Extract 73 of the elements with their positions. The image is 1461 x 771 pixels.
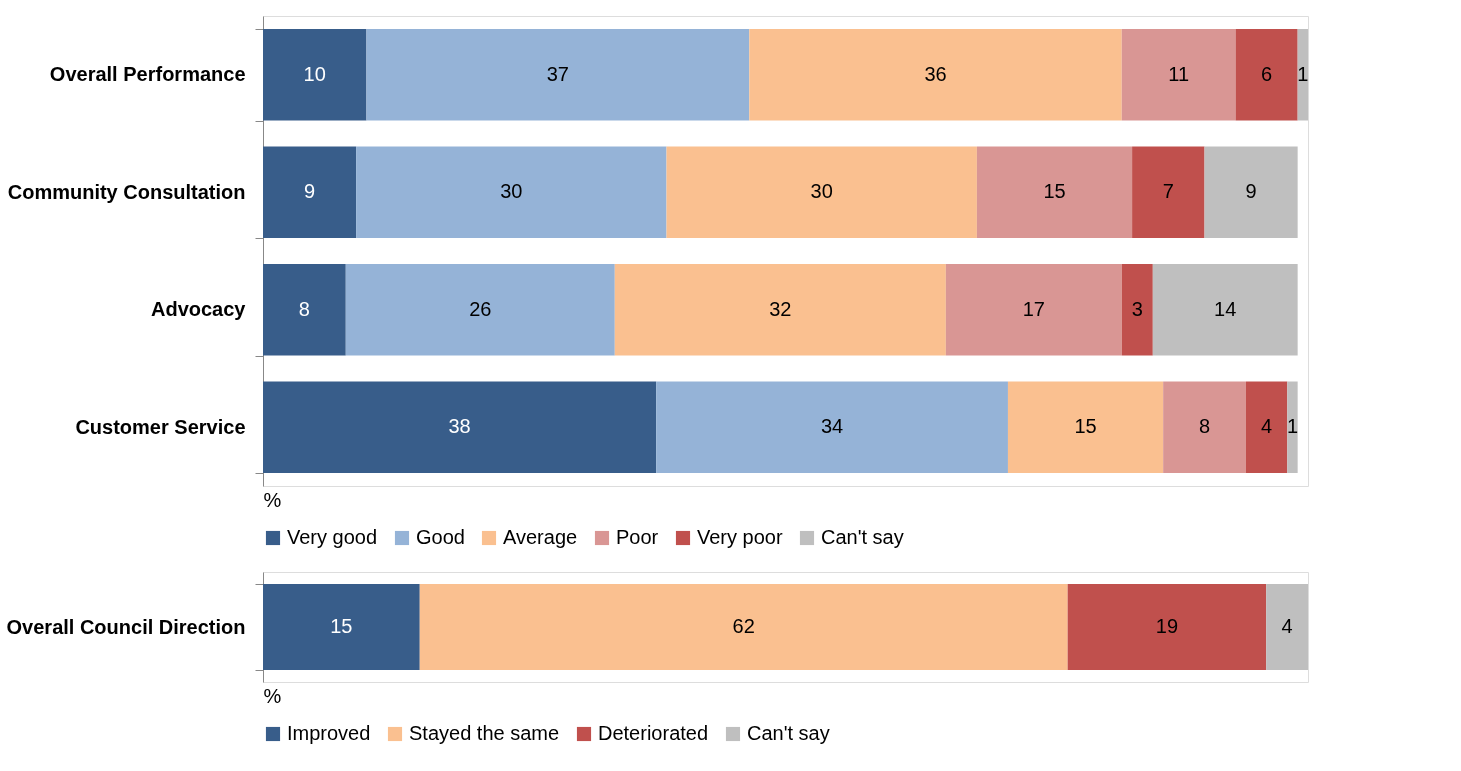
data-label: 30 <box>810 180 833 203</box>
data-label: 19 <box>1155 615 1179 637</box>
data-label: 9 <box>304 180 316 203</box>
bar <box>749 28 1122 121</box>
legend-label: Deteriorated <box>598 722 709 744</box>
data-label: 1 <box>1297 62 1309 85</box>
legend-label: Good <box>416 526 465 548</box>
bar <box>1007 381 1164 474</box>
legend-label: Can't say <box>821 526 904 548</box>
data-label: 10 <box>303 62 326 85</box>
data-label: 17 <box>1022 297 1045 320</box>
y-tick-label: Advocacy <box>151 298 247 321</box>
data-label: 32 <box>769 297 792 320</box>
bar <box>263 584 420 670</box>
legend-label: Very poor <box>697 526 783 548</box>
bar <box>263 146 357 239</box>
data-label: 34 <box>820 415 844 438</box>
bar <box>419 584 1068 670</box>
y-tick-label: Customer Service <box>75 415 246 438</box>
legend-label: Stayed the same <box>409 722 560 744</box>
bar <box>666 146 977 239</box>
bar <box>1204 146 1298 239</box>
legend-label: Average <box>503 526 578 548</box>
bar <box>1067 584 1267 670</box>
data-label: 62 <box>732 615 755 637</box>
data-label: 4 <box>1261 415 1273 438</box>
bar <box>1121 28 1236 121</box>
bar <box>1235 28 1298 121</box>
text: Improved <box>287 722 371 744</box>
bar <box>1121 263 1153 356</box>
data-label: 8 <box>298 297 310 320</box>
bar <box>1152 263 1298 356</box>
bar <box>1132 146 1205 239</box>
data-label: 1 <box>1286 415 1299 438</box>
data-label: 6 <box>1261 62 1273 85</box>
bar <box>945 263 1122 356</box>
bar <box>263 263 346 356</box>
data-label: 15 <box>1043 180 1066 203</box>
bar <box>356 146 667 239</box>
y-tick-label: Overall Performance <box>49 63 246 86</box>
bar <box>976 146 1133 239</box>
legend-label: Can't say <box>747 722 830 744</box>
data-label: 15 <box>1074 415 1097 438</box>
bar <box>656 381 1008 474</box>
bar <box>345 263 615 356</box>
legend-label: Very good <box>287 526 378 548</box>
x-axis-title: % <box>263 488 282 511</box>
data-label: 7 <box>1162 180 1174 203</box>
bar <box>614 263 946 356</box>
data-label: 11 <box>1168 62 1190 85</box>
y-tick-label: Community Consultation <box>7 180 246 203</box>
data-label: 26 <box>469 297 492 320</box>
bar <box>263 381 657 474</box>
data-label: 4 <box>1281 615 1293 637</box>
bar <box>1297 28 1308 121</box>
bar <box>1266 584 1308 670</box>
data-label: 38 <box>448 415 471 438</box>
data-label: 15 <box>330 615 353 637</box>
bar <box>366 28 750 121</box>
data-label: 30 <box>500 180 523 203</box>
data-label: 36 <box>924 62 947 85</box>
data-label: 37 <box>546 62 569 85</box>
x-axis-title: % <box>263 684 282 707</box>
bar <box>1245 381 1288 474</box>
data-label: 3 <box>1131 297 1143 320</box>
data-label: 9 <box>1245 180 1257 203</box>
data-label: 14 <box>1214 297 1237 320</box>
bar <box>263 28 367 121</box>
y-tick-label: Overall Council Direction <box>6 615 246 638</box>
data-label: 8 <box>1198 415 1211 438</box>
legend-label: Poor <box>616 526 659 548</box>
bar <box>1163 381 1246 474</box>
bar <box>1287 381 1298 474</box>
